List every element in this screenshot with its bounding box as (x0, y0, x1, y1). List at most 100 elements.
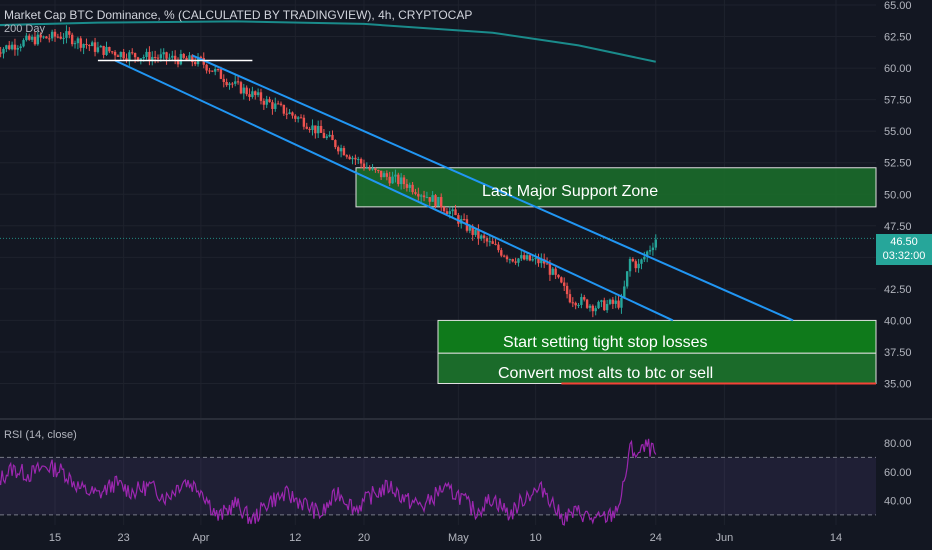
candle-body (565, 285, 569, 295)
candle-body (394, 174, 397, 177)
rsi-band (0, 457, 876, 515)
candle-body (623, 286, 626, 298)
time-tick-label: 24 (650, 532, 662, 544)
candle-body (474, 229, 477, 235)
candle-body (645, 251, 649, 257)
candle-body (245, 87, 248, 95)
candle-body (291, 112, 294, 116)
rsi-legend: RSI (14, close) (4, 429, 77, 441)
candle-body (385, 173, 389, 177)
candle-body (185, 57, 188, 60)
time-tick-label: 20 (358, 532, 370, 544)
time-tick-label: 12 (289, 532, 301, 544)
candle-body (525, 255, 529, 260)
channel-upper-line (191, 54, 794, 322)
candle-body (30, 36, 34, 40)
candle-body (422, 195, 426, 198)
candle-body (477, 229, 480, 239)
time-tick-label: Apr (192, 532, 209, 544)
candle-body (362, 163, 366, 169)
candle-body (551, 268, 554, 275)
candle-body (411, 184, 414, 193)
candle-body (131, 52, 134, 54)
candle-body (299, 117, 303, 119)
candle-body (351, 157, 354, 160)
candle-body (445, 211, 449, 215)
candle-body (611, 299, 615, 304)
candle-body (2, 48, 5, 54)
candle-body (45, 36, 48, 39)
candle-body (111, 51, 114, 53)
candle-body (282, 104, 286, 114)
candle-body (434, 195, 437, 207)
bar-countdown: 03:32:00 (882, 250, 926, 262)
moving-average (0, 20, 656, 63)
candle-body (288, 112, 291, 114)
candle-body (305, 126, 308, 129)
candle-body (311, 125, 314, 130)
candle-body (334, 140, 337, 148)
candle-body (643, 256, 646, 260)
candle-body (488, 241, 492, 243)
candle-body (113, 51, 117, 56)
stop-zone-box (437, 319, 877, 354)
candle-body (402, 177, 406, 185)
rsi-tick-label: 60.00 (884, 467, 912, 479)
candle-body (448, 211, 451, 215)
horizontal-lines (0, 59, 876, 385)
candle-body (574, 302, 577, 306)
candle-body (271, 102, 274, 109)
candle-body (234, 81, 237, 84)
candle-body (96, 47, 100, 52)
candle-body (316, 125, 320, 134)
candle-body (59, 36, 62, 39)
candle-body (179, 53, 183, 65)
candle-body (508, 259, 512, 261)
candle-body (151, 56, 154, 62)
trend-channel (114, 54, 794, 322)
candle-body (56, 36, 60, 38)
price-tick-label: 60.00 (884, 63, 912, 75)
candle-body (494, 243, 497, 245)
candle-body (236, 81, 240, 83)
candle-body (85, 44, 88, 46)
candle-body (36, 34, 40, 45)
candle-body (0, 52, 2, 54)
candle-body (605, 303, 609, 311)
time-axis: 15 23 Apr 12 20 May 10 24 Jun 14 (49, 532, 842, 544)
candle-body (440, 196, 443, 208)
candle-body (342, 148, 346, 156)
candle-body (634, 261, 637, 269)
candle-body (122, 51, 125, 59)
channel-lower-line (114, 59, 674, 322)
candle-body (514, 261, 517, 263)
candle-body (65, 31, 68, 38)
candle-body (8, 45, 11, 50)
candle-body (511, 259, 514, 262)
candle-body (648, 250, 652, 252)
candle-body (274, 103, 277, 109)
candle-body (133, 53, 137, 58)
price-tick-label: 65.00 (884, 0, 912, 12)
candle-body (285, 113, 288, 115)
candle-body (259, 92, 263, 101)
candle-body (205, 64, 208, 71)
rsi-tick-label: 80.00 (884, 438, 912, 450)
candle-body (73, 43, 77, 45)
candle-body (637, 263, 640, 269)
price-tick-label: 47.50 (884, 221, 912, 233)
candle-body (405, 184, 409, 188)
candle-body (191, 55, 194, 63)
candle-body (145, 51, 148, 57)
candle-body (531, 259, 534, 261)
candle-body (105, 46, 108, 55)
candle-body (554, 268, 557, 275)
candle-body (159, 54, 163, 59)
candle-body (640, 259, 643, 264)
candle-body (377, 170, 380, 172)
candle-body (651, 247, 655, 251)
candle-body (16, 47, 20, 50)
time-tick-label: 15 (49, 532, 61, 544)
candle-body (10, 44, 14, 50)
candle-body (357, 159, 360, 161)
